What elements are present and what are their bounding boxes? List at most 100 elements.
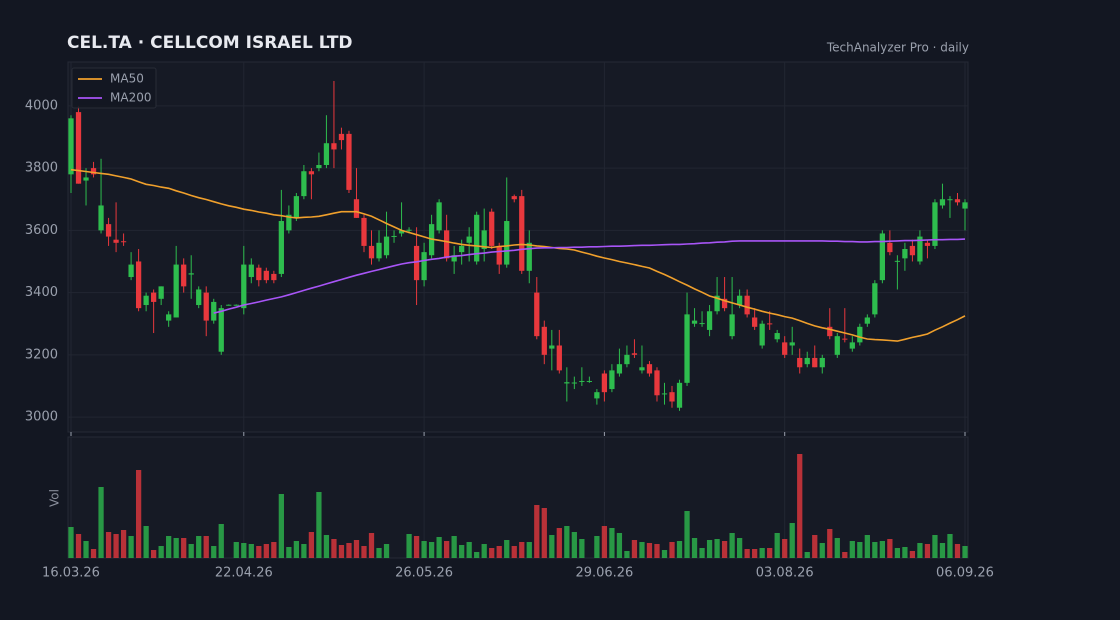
candle-body — [834, 336, 840, 355]
volume-bar — [474, 552, 480, 558]
volume-bar — [496, 546, 502, 558]
volume-bar — [631, 540, 638, 558]
volume-bar — [421, 541, 427, 558]
volume-bar — [819, 543, 825, 558]
volume-bars — [68, 454, 968, 558]
volume-bar — [842, 552, 848, 558]
candle-body — [90, 168, 97, 175]
volume-bar — [924, 544, 931, 558]
candle-body — [135, 261, 142, 309]
candle-body — [736, 295, 743, 306]
candle-body — [406, 229, 412, 231]
volume-bar — [406, 534, 412, 558]
volume-bar — [241, 543, 247, 558]
volume-bar — [444, 541, 450, 558]
candle-body — [706, 311, 713, 330]
candle-body — [218, 308, 224, 352]
candle-body — [181, 264, 187, 287]
candle-body — [248, 264, 254, 278]
candle-body — [504, 221, 510, 265]
candle-body — [962, 202, 968, 209]
candles — [68, 80, 968, 411]
x-tick-label: 29.06.26 — [575, 566, 633, 581]
candle-body — [849, 342, 855, 349]
volume-bar — [90, 549, 97, 558]
volume-bar — [248, 544, 254, 558]
volume-bar — [909, 551, 916, 558]
volume-bar — [541, 508, 547, 558]
volume-bar — [872, 542, 878, 558]
volume-bar — [804, 552, 810, 558]
candle-body — [188, 273, 194, 275]
candle-body — [887, 242, 893, 253]
y-tick-label: 3200 — [25, 347, 58, 362]
volume-bar — [323, 535, 330, 558]
volume-bar — [383, 544, 390, 558]
volume-bar — [699, 548, 705, 558]
volume-bar — [338, 545, 345, 558]
volume-bar — [128, 536, 134, 558]
candle-body — [293, 196, 300, 218]
x-tick-label: 26.05.26 — [395, 566, 453, 581]
candle-body — [451, 255, 457, 262]
candle-body — [684, 314, 690, 383]
volume-bar — [519, 542, 525, 558]
candle-body — [278, 221, 284, 274]
chart-title: CEL.TA · CELLCOM ISRAEL LTD — [67, 33, 353, 53]
candle-body — [549, 345, 555, 349]
volume-bar — [857, 542, 863, 558]
volume-bar — [812, 535, 818, 558]
volume-panel — [67, 436, 969, 559]
candle-body — [812, 357, 818, 368]
volume-bar — [744, 549, 750, 558]
candle-body — [586, 380, 592, 382]
candle-body — [654, 370, 660, 396]
x-tick-label: 03.08.26 — [756, 566, 814, 581]
volume-bar — [196, 536, 202, 558]
volume-bar — [789, 523, 795, 558]
candle-body — [105, 224, 112, 237]
volume-bar — [556, 528, 562, 558]
candle-body — [346, 133, 352, 190]
volume-bar — [939, 543, 946, 558]
volume-bar — [947, 534, 953, 558]
volume-bar — [181, 538, 187, 558]
ma-line — [70, 168, 966, 342]
volume-axis-label: Vol — [48, 489, 62, 507]
volume-bar — [188, 544, 194, 558]
candle-body — [932, 202, 938, 246]
price-panel — [67, 61, 969, 433]
volume-bar — [451, 536, 457, 558]
volume-bar — [849, 541, 855, 558]
volume-bar — [83, 541, 89, 558]
candle-body — [609, 370, 615, 390]
candle-body — [639, 367, 645, 371]
volume-bar — [774, 533, 780, 558]
candle-body — [842, 338, 848, 340]
volume-bar — [609, 528, 615, 558]
volume-bar — [504, 540, 510, 558]
candle-body — [203, 292, 209, 321]
candle-body — [541, 326, 547, 355]
volume-bar — [361, 546, 367, 558]
candle-body — [601, 373, 608, 393]
candle-body — [376, 242, 382, 259]
candle-body — [143, 295, 149, 306]
volume-bar — [286, 547, 292, 558]
volume-bar — [879, 541, 885, 558]
candle-body — [68, 118, 74, 175]
volume-bar — [218, 524, 224, 558]
candle-body — [782, 342, 788, 355]
candle-body — [789, 342, 795, 346]
volume-bar — [549, 535, 555, 558]
candle-body — [699, 323, 705, 325]
candle-body — [646, 364, 653, 374]
candle-body — [383, 236, 390, 256]
candle-body — [571, 382, 577, 384]
candle-body — [797, 357, 803, 368]
candle-body — [256, 267, 262, 281]
volume-bar — [293, 541, 300, 558]
candle-body — [661, 393, 668, 395]
